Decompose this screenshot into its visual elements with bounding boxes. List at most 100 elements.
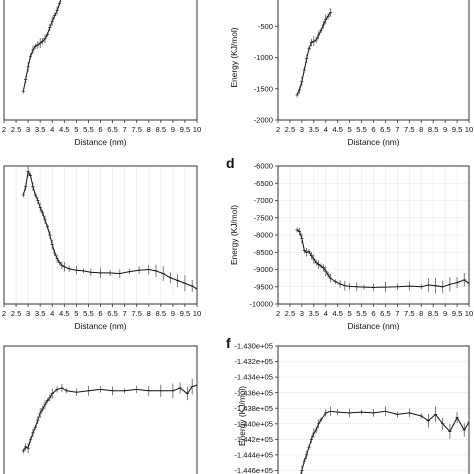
- x-tick-label: 2.5: [11, 125, 22, 134]
- y-axis-label: Energy (KJ/mol): [229, 27, 239, 87]
- x-axis-label: Distance (nm): [347, 137, 399, 147]
- x-tick-label: 3: [300, 125, 304, 134]
- x-tick-label: 9.5: [452, 309, 463, 318]
- chart-panel-2: 2 2.5 3 3.5 4 4.5 5 5.5 6 6.5 7 7.5 8 8.5 9 9.5 10 Distan…: [229, 0, 473, 147]
- x-tick-label: 9.5: [180, 309, 191, 318]
- x-tick-label: 4: [50, 125, 54, 134]
- series-group: [295, 8, 333, 98]
- x-tick-label: 3: [26, 125, 30, 134]
- x-tick-label: 10: [465, 125, 473, 134]
- x-tick-label: 7.5: [131, 125, 142, 134]
- y-tick-label: -1.438e+05: [234, 404, 273, 413]
- x-tick-label: 5.5: [83, 309, 94, 318]
- x-tick-label: 5: [74, 125, 78, 134]
- x-tick-label: 7: [123, 125, 127, 134]
- x-tick-label: 4.5: [332, 309, 343, 318]
- x-tick-label: 7: [395, 309, 399, 318]
- y-tick-label: -1.434e+05: [234, 373, 273, 382]
- x-tick-label: 8.5: [156, 309, 167, 318]
- x-tick-label: 2: [276, 309, 280, 318]
- chart-panel-6: -1.446e+05 -1.444e+05 -1.442e+05 -1.440e+05…: [226, 335, 470, 474]
- y-tick-label: -1.436e+05: [234, 388, 273, 397]
- x-tick-label: 5.5: [356, 309, 367, 318]
- x-tick-label: 7: [395, 125, 399, 134]
- x-tick-label: 8: [419, 125, 423, 134]
- y-tick-label: -1500: [254, 84, 273, 93]
- y-tick-label: -1.430e+05: [234, 342, 273, 351]
- x-tick-label: 6: [98, 125, 102, 134]
- series-line: [296, 229, 469, 288]
- x-tick-label: 10: [465, 309, 473, 318]
- y-tick-label: -7500: [254, 213, 273, 222]
- series-group: [21, 166, 197, 297]
- y-tick-label: -7000: [254, 196, 273, 205]
- y-tick-label: -500: [258, 22, 273, 31]
- x-tick-label: 6: [371, 125, 375, 134]
- y-axis-label: Energy (KJ/mol): [237, 386, 247, 446]
- x-tick-label: 6.5: [107, 309, 118, 318]
- x-tick-label: 3.5: [309, 309, 320, 318]
- x-tick-label: 4: [324, 125, 328, 134]
- y-tick-label: -1.432e+05: [234, 357, 273, 366]
- x-tick-label: 5: [348, 125, 352, 134]
- series-line: [22, 384, 197, 452]
- series-group: [21, 0, 62, 94]
- x-tick-label: 8: [147, 125, 151, 134]
- x-tick-label: 4.5: [59, 309, 70, 318]
- x-tick-label: 9.5: [452, 125, 463, 134]
- x-tick-label: 9: [171, 125, 175, 134]
- y-tick-label: -9000: [254, 265, 273, 274]
- x-tick-label: 2: [276, 125, 280, 134]
- x-tick-label: 6.5: [380, 125, 391, 134]
- x-tick-label: 3: [300, 309, 304, 318]
- y-tick-label: -8000: [254, 231, 273, 240]
- series-line: [300, 410, 469, 474]
- x-tick-label: 9.5: [180, 125, 191, 134]
- x-tick-label: 3.5: [35, 125, 46, 134]
- chart-panel-3: 2 2.5 3 3.5 4 4.5 5 5.5 6 6.5 7 7.5 8 8.5 9 9.5 10 Distan…: [2, 165, 201, 331]
- y-tick-label: -6500: [254, 179, 273, 188]
- x-tick-label: 5.5: [356, 125, 367, 134]
- chart-panel-4: 2 2.5 3 3.5 4 4.5 5 5.5 6 6.5 7 7.5 8 8.5 9 9.5 10 Distan…: [226, 155, 473, 331]
- x-tick-label: 7.5: [404, 125, 415, 134]
- x-tick-label: 9: [443, 125, 447, 134]
- chart-panel-5: [3, 345, 198, 474]
- x-tick-label: 9: [171, 309, 175, 318]
- x-tick-label: 8.5: [428, 125, 439, 134]
- x-tick-label: 4: [324, 309, 328, 318]
- x-tick-label: 6: [371, 309, 375, 318]
- y-axis-label: Energy (KJ/mol): [229, 205, 239, 265]
- x-tick-label: 8.5: [428, 309, 439, 318]
- plot-frame: [3, 0, 198, 121]
- y-tick-label: -10000: [249, 300, 273, 309]
- x-axis-label: Distance (nm): [347, 321, 399, 331]
- x-tick-label: 2: [2, 309, 6, 318]
- series-group: [295, 227, 469, 294]
- x-tick-label: 2: [2, 125, 6, 134]
- series-group: [21, 378, 197, 454]
- panel-label: d: [226, 155, 235, 171]
- x-tick-label: 5.5: [83, 125, 94, 134]
- y-tick-label: -1.446e+05: [234, 466, 273, 474]
- y-tick-label: -1.440e+05: [234, 419, 273, 428]
- x-tick-label: 3: [26, 309, 30, 318]
- x-tick-label: 10: [193, 309, 201, 318]
- series-line: [22, 0, 62, 92]
- x-tick-label: 7: [123, 309, 127, 318]
- x-tick-label: 6.5: [380, 309, 391, 318]
- x-tick-label: 2.5: [285, 309, 296, 318]
- y-tick-label: -1.442e+05: [234, 435, 273, 444]
- y-tick-label: -6000: [254, 162, 273, 171]
- series-group: [300, 406, 469, 474]
- x-tick-label: 10: [193, 125, 201, 134]
- y-tick-label: -2000: [254, 116, 273, 125]
- x-tick-label: 7.5: [404, 309, 415, 318]
- y-tick-label: -1.444e+05: [234, 450, 273, 459]
- x-tick-label: 9: [443, 309, 447, 318]
- chart-panel-1: 2 2.5 3 3.5 4 4.5 5 5.5 6 6.5 7 7.5 8 8.5 9 9.5 10 Distan…: [2, 0, 201, 147]
- x-tick-label: 6: [98, 309, 102, 318]
- x-tick-label: 5: [74, 309, 78, 318]
- x-tick-label: 8.5: [156, 125, 167, 134]
- y-tick-label: -1000: [254, 53, 273, 62]
